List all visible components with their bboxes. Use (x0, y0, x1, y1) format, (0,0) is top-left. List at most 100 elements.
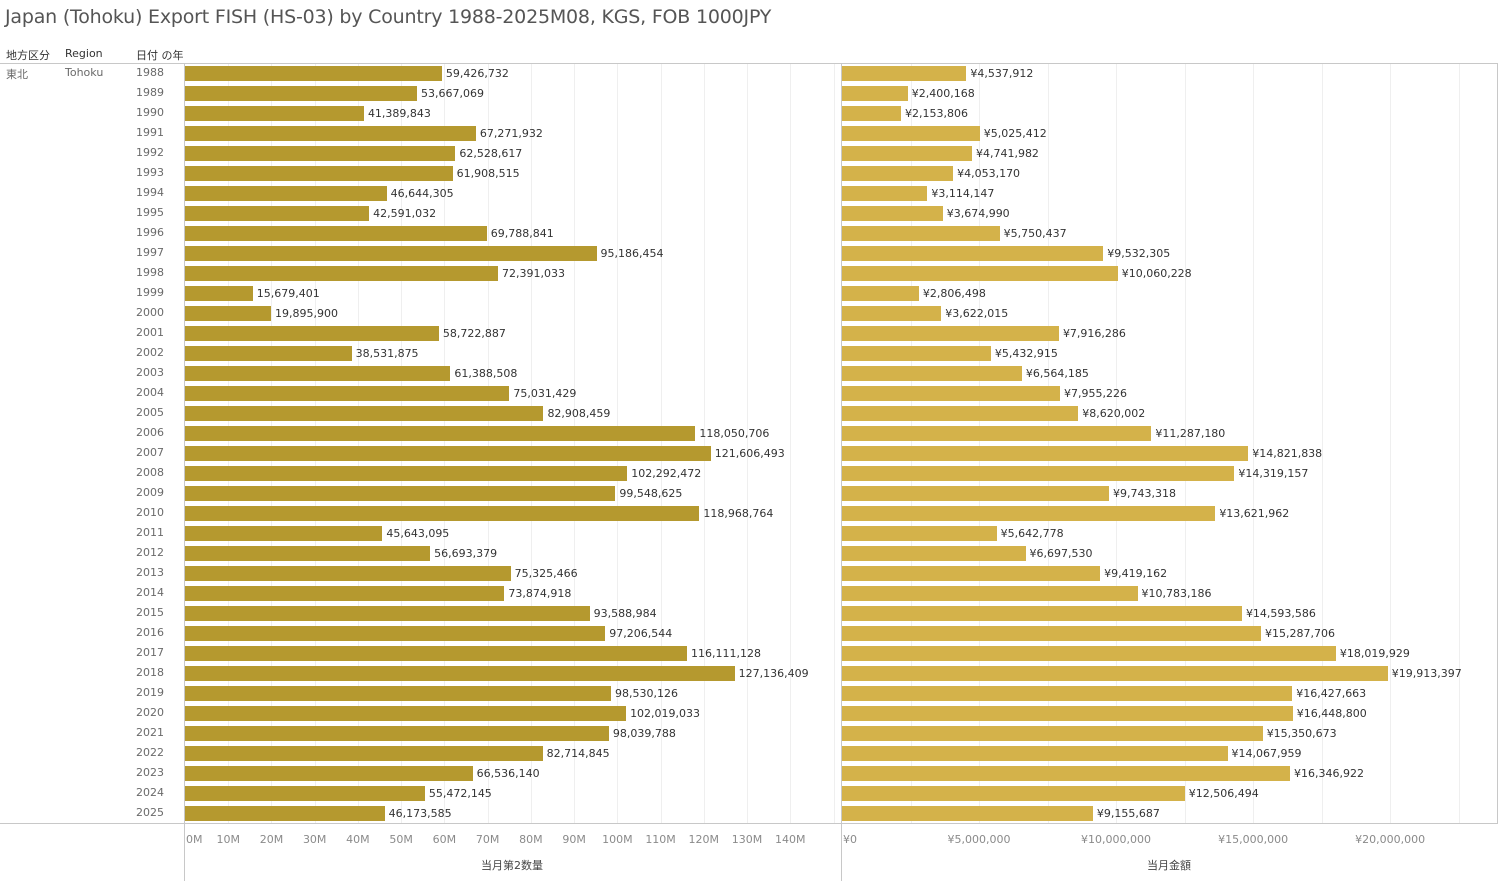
year-label: 2025 (136, 806, 164, 819)
value-bar[interactable] (842, 626, 1261, 641)
header-area[interactable]: 地方区分 (6, 49, 50, 62)
value-data-label: ¥6,697,530 (1029, 547, 1093, 560)
quantity-bar[interactable] (185, 566, 511, 581)
quantity-bar[interactable] (185, 486, 616, 501)
quantity-bar[interactable] (185, 266, 498, 281)
quantity-bar[interactable] (185, 426, 696, 441)
year-label: 1988 (136, 66, 164, 79)
quantity-bar[interactable] (185, 206, 370, 221)
quantity-bar[interactable] (185, 546, 431, 561)
value-bar[interactable] (842, 506, 1216, 521)
quantity-bar[interactable] (185, 86, 418, 101)
value-bar[interactable] (842, 306, 942, 321)
header-year[interactable]: 日付 の年 (136, 49, 184, 62)
value-bar[interactable] (842, 326, 1059, 341)
quantity-bar[interactable] (185, 466, 628, 481)
quantity-gridline (228, 64, 229, 823)
value-bar[interactable] (842, 566, 1101, 581)
quantity-bar[interactable] (185, 506, 700, 521)
value-bar[interactable] (842, 546, 1026, 561)
value-bar[interactable] (842, 786, 1185, 801)
value-bar[interactable] (842, 486, 1110, 501)
quantity-bar[interactable] (185, 746, 543, 761)
value-data-label: ¥6,564,185 (1025, 367, 1089, 380)
value-bar[interactable] (842, 646, 1336, 661)
quantity-bar[interactable] (185, 366, 451, 381)
value-bar[interactable] (842, 286, 919, 301)
quantity-bar[interactable] (185, 106, 364, 121)
quantity-axis-title: 当月第2数量 (481, 859, 543, 872)
value-bar[interactable] (842, 766, 1290, 781)
quantity-bar[interactable] (185, 346, 352, 361)
value-bar[interactable] (842, 406, 1079, 421)
quantity-tick-label: 140M (775, 833, 806, 846)
value-bar[interactable] (842, 346, 991, 361)
quantity-bar[interactable] (185, 646, 687, 661)
value-gridline (1459, 64, 1460, 823)
quantity-data-label: 15,679,401 (256, 287, 320, 300)
value-bar[interactable] (842, 466, 1235, 481)
value-gridline (1253, 64, 1254, 823)
value-bar[interactable] (842, 446, 1249, 461)
value-bar[interactable] (842, 146, 972, 161)
value-bar[interactable] (842, 606, 1242, 621)
quantity-bar[interactable] (185, 626, 606, 641)
quantity-bar[interactable] (185, 166, 453, 181)
quantity-tick-label: 40M (346, 833, 370, 846)
value-bar[interactable] (842, 666, 1388, 681)
value-bar[interactable] (842, 266, 1118, 281)
value-bar[interactable] (842, 126, 980, 141)
value-bar[interactable] (842, 106, 902, 121)
quantity-bar[interactable] (185, 706, 627, 721)
value-bar[interactable] (842, 186, 928, 201)
value-bar[interactable] (842, 746, 1228, 761)
value-bar[interactable] (842, 586, 1138, 601)
value-bar[interactable] (842, 686, 1293, 701)
quantity-bar[interactable] (185, 226, 487, 241)
value-bar[interactable] (842, 806, 1093, 821)
quantity-gridline (747, 64, 748, 823)
quantity-bar[interactable] (185, 726, 609, 741)
value-bar[interactable] (842, 246, 1104, 261)
value-bar[interactable] (842, 386, 1061, 401)
value-bar[interactable] (842, 526, 997, 541)
quantity-bar[interactable] (185, 286, 253, 301)
quantity-bar[interactable] (185, 666, 735, 681)
quantity-data-label: 121,606,493 (714, 447, 785, 460)
value-bar[interactable] (842, 366, 1022, 381)
value-bar[interactable] (842, 86, 908, 101)
quantity-bar[interactable] (185, 766, 473, 781)
quantity-bar[interactable] (185, 186, 387, 201)
quantity-data-label: 53,667,069 (421, 87, 484, 100)
quantity-bar[interactable] (185, 306, 272, 321)
value-data-label: ¥14,821,838 (1252, 447, 1323, 460)
quantity-bar[interactable] (185, 126, 476, 141)
quantity-bar[interactable] (185, 686, 611, 701)
quantity-bar[interactable] (185, 446, 711, 461)
quantity-bar[interactable] (185, 806, 385, 821)
quantity-gridline (617, 64, 618, 823)
value-bar[interactable] (842, 426, 1152, 441)
quantity-gridline (271, 64, 272, 823)
value-data-label: ¥2,153,806 (905, 107, 968, 120)
value-bar[interactable] (842, 166, 954, 181)
value-bar[interactable] (842, 726, 1263, 741)
value-axis-title: 当月金額 (1147, 859, 1191, 872)
value-bar[interactable] (842, 206, 943, 221)
value-bar[interactable] (842, 66, 967, 81)
value-bar[interactable] (842, 226, 1000, 241)
value-bar[interactable] (842, 706, 1293, 721)
quantity-bar[interactable] (185, 526, 383, 541)
quantity-bar[interactable] (185, 326, 439, 341)
quantity-bar[interactable] (185, 246, 597, 261)
quantity-bar[interactable] (185, 386, 510, 401)
quantity-bar[interactable] (185, 786, 425, 801)
quantity-bar[interactable] (185, 606, 590, 621)
quantity-tick-label: 120M (688, 833, 720, 846)
quantity-bar[interactable] (185, 66, 442, 81)
quantity-bar[interactable] (185, 146, 456, 161)
header-region[interactable]: Region (65, 47, 103, 60)
quantity-bar[interactable] (185, 406, 544, 421)
quantity-tick-label: 0M (186, 833, 203, 846)
quantity-bar[interactable] (185, 586, 505, 601)
